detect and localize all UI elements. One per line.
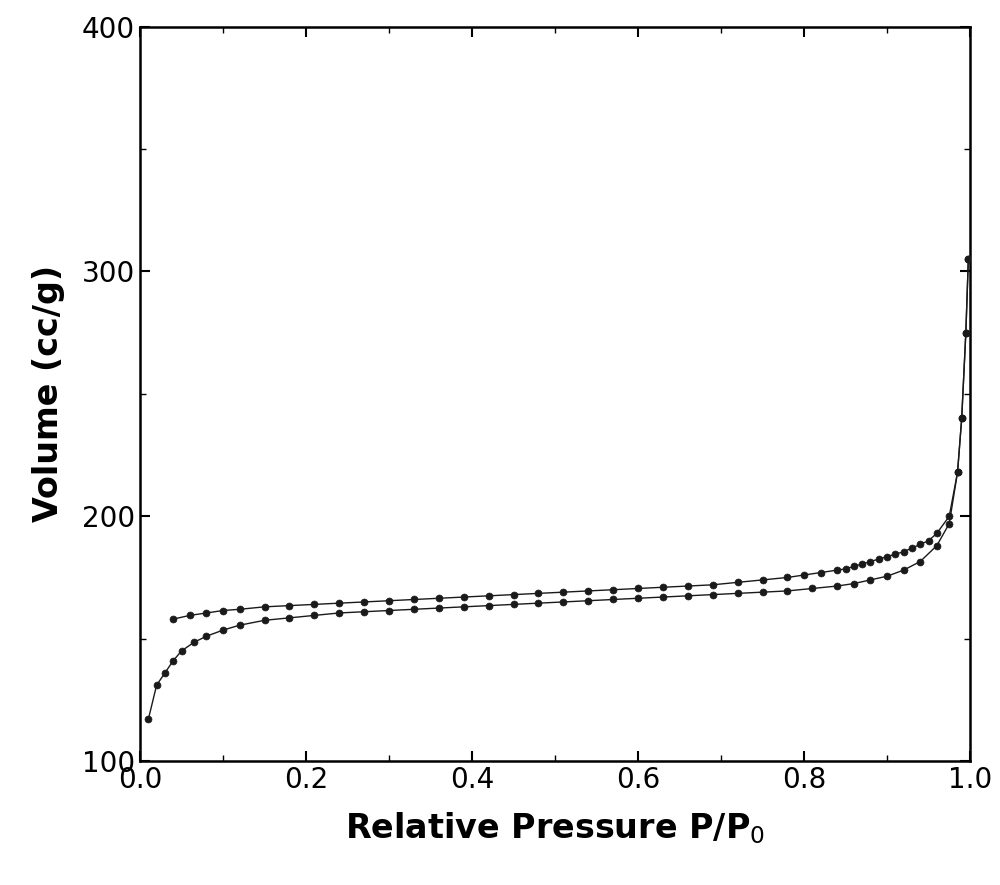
X-axis label: Relative Pressure P/P$_0$: Relative Pressure P/P$_0$ bbox=[345, 811, 765, 846]
Y-axis label: Volume (cc/g): Volume (cc/g) bbox=[32, 266, 65, 522]
